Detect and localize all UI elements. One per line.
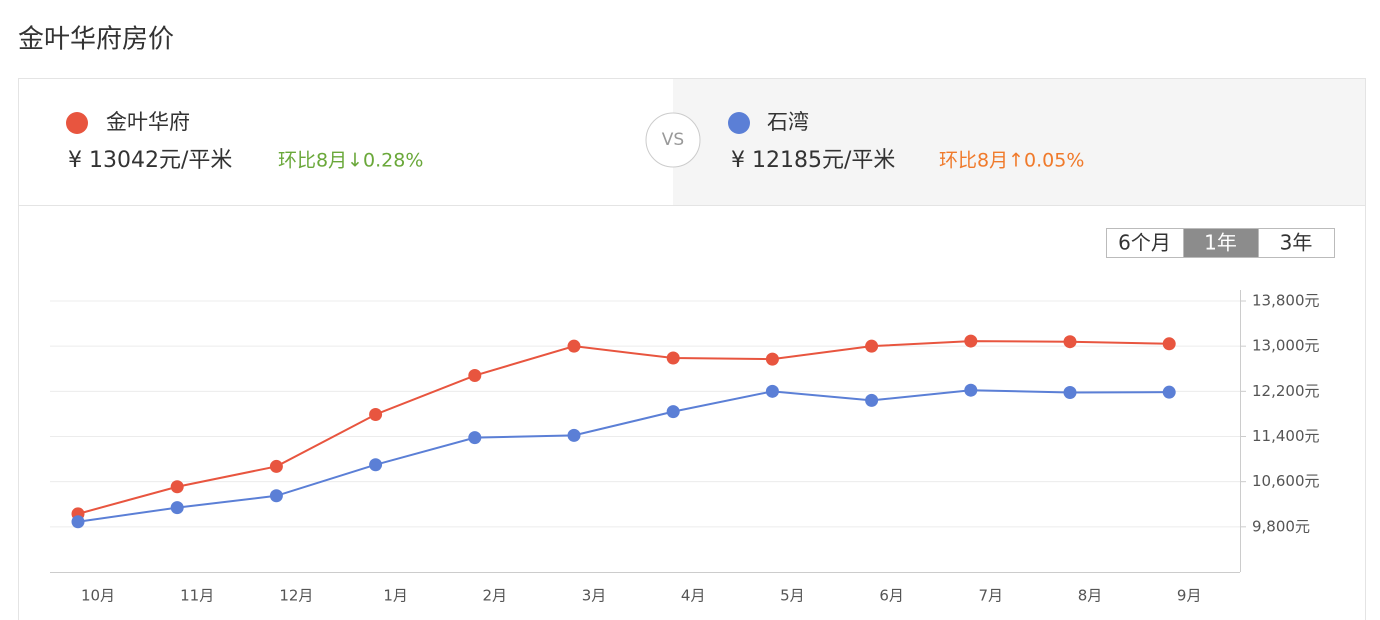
data-point xyxy=(369,458,383,472)
legend-dot xyxy=(728,112,750,134)
data-point xyxy=(865,339,879,353)
data-point xyxy=(964,383,978,397)
series-line xyxy=(77,340,1170,515)
range-button[interactable] xyxy=(1258,228,1335,258)
compare-name: 金叶华府 xyxy=(106,110,190,134)
range-button-label[interactable]: 1年 xyxy=(1204,231,1237,255)
x-tick-label: 1月 xyxy=(383,587,408,605)
data-point xyxy=(964,334,978,348)
data-point xyxy=(71,515,85,529)
x-tick-label: 12月 xyxy=(279,587,313,605)
range-button-label[interactable]: 3年 xyxy=(1280,231,1313,255)
y-tick-label: 11,400元 xyxy=(1252,427,1320,445)
x-tick-label: 8月 xyxy=(1078,587,1103,605)
x-tick-label: 5月 xyxy=(780,587,805,605)
y-tick-label: 9,800元 xyxy=(1252,517,1310,535)
data-point xyxy=(666,405,680,419)
vs-label: VS xyxy=(662,130,684,150)
data-point xyxy=(269,489,283,503)
vs-badge xyxy=(645,112,701,168)
data-point xyxy=(369,407,383,421)
x-tick-label: 4月 xyxy=(681,587,706,605)
compare-price: ¥ 12185元/平米 xyxy=(731,148,895,173)
legend-dot xyxy=(66,112,88,134)
x-tick-label: 7月 xyxy=(979,587,1004,605)
data-point xyxy=(865,393,879,407)
compare-panel-right xyxy=(673,79,1365,205)
data-point xyxy=(170,501,184,515)
range-button[interactable] xyxy=(1183,228,1259,258)
x-tick-label: 10月 xyxy=(81,587,115,605)
x-tick-label: 9月 xyxy=(1177,587,1202,605)
data-point xyxy=(468,369,482,383)
data-point xyxy=(666,351,680,365)
data-point xyxy=(567,339,581,353)
data-point xyxy=(170,480,184,494)
y-tick-label: 13,000元 xyxy=(1252,337,1320,355)
data-point xyxy=(1063,335,1077,349)
y-tick-label: 10,600元 xyxy=(1252,472,1320,490)
data-point xyxy=(1162,337,1176,351)
data-point xyxy=(468,431,482,445)
x-tick-label: 11月 xyxy=(180,587,214,605)
data-point xyxy=(765,352,779,366)
x-tick-label: 2月 xyxy=(483,587,508,605)
y-tick-label: 13,800元 xyxy=(1252,292,1320,310)
data-point xyxy=(1063,386,1077,400)
data-point xyxy=(567,428,581,442)
compare-change: 环比8月↑0.05% xyxy=(939,150,1084,172)
y-tick-label: 12,200元 xyxy=(1252,382,1320,400)
page-title: 金叶华府房价 xyxy=(18,25,174,55)
data-point xyxy=(765,384,779,398)
compare-price: ¥ 13042元/平米 xyxy=(68,148,232,173)
data-point xyxy=(1162,385,1176,399)
x-tick-label: 3月 xyxy=(582,587,607,605)
series-line xyxy=(77,389,1170,523)
data-point xyxy=(269,459,283,473)
x-tick-label: 6月 xyxy=(879,587,904,605)
range-button-label[interactable]: 6个月 xyxy=(1118,231,1171,255)
compare-name: 石湾 xyxy=(767,110,809,134)
compare-change: 环比8月↓0.28% xyxy=(278,150,423,172)
